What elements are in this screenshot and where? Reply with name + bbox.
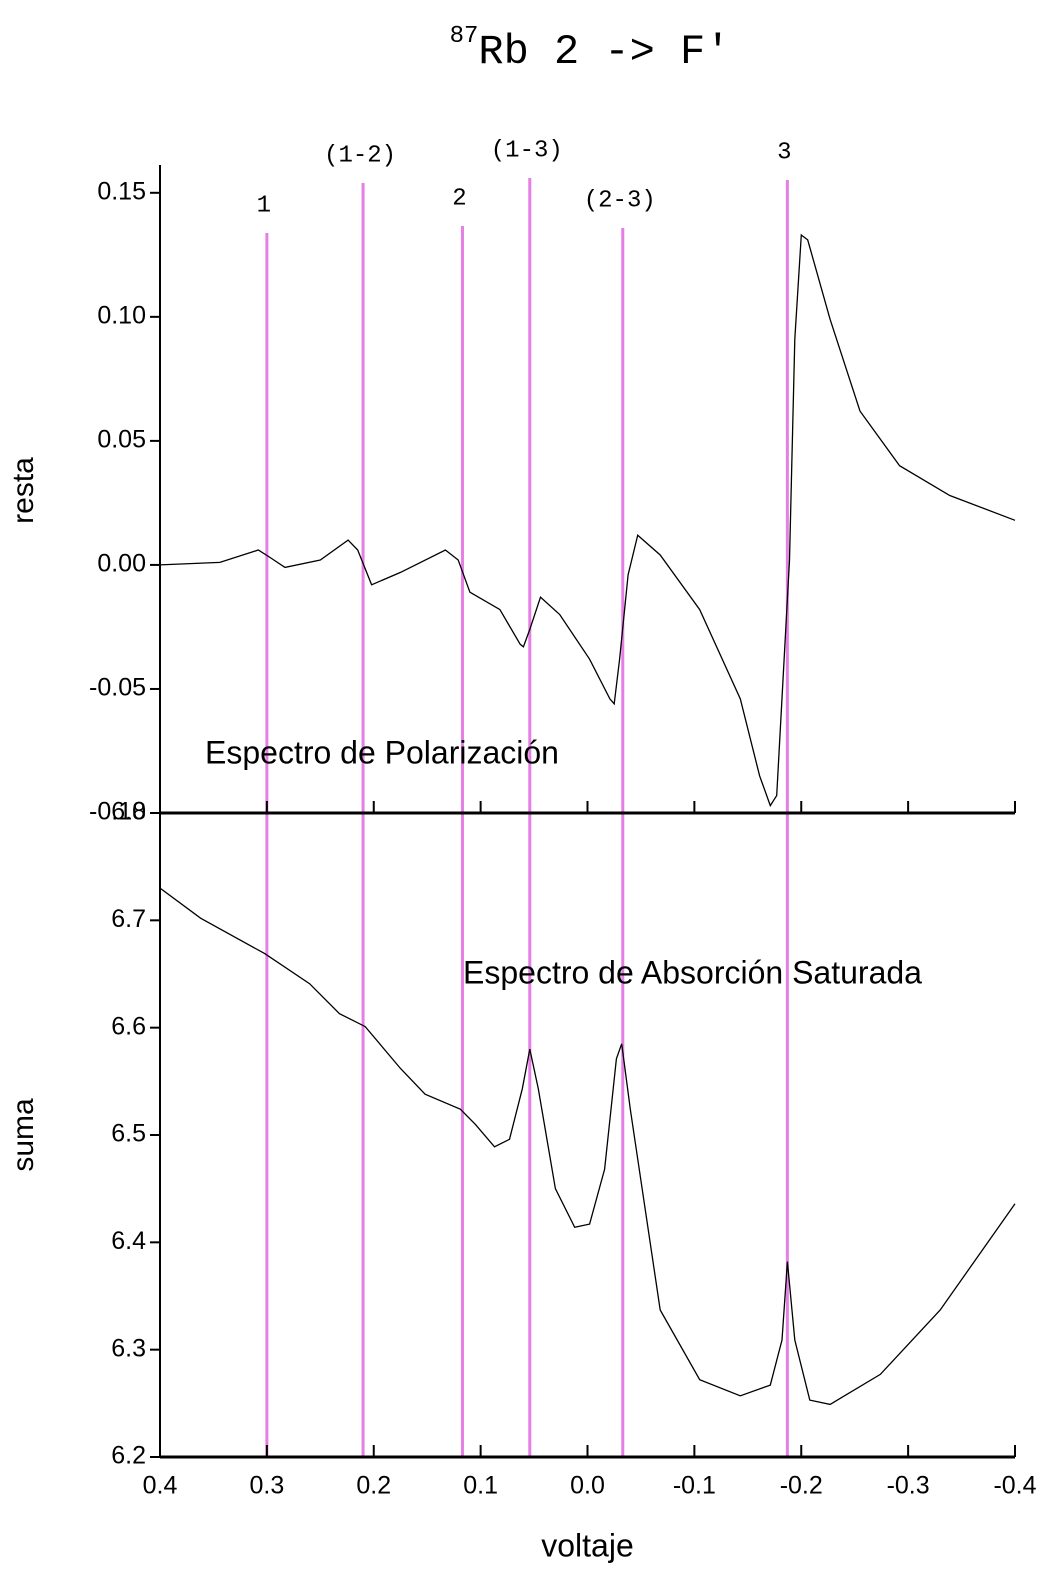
- y-axis-label: suma: [7, 1098, 40, 1172]
- y-tick-label: 6.6: [111, 1012, 146, 1040]
- x-axis-label: voltaje: [541, 1527, 634, 1563]
- y-tick-label: 6.7: [111, 905, 146, 933]
- marker-label: 2: [452, 185, 466, 212]
- x-tick-label: 0.4: [143, 1472, 178, 1500]
- y-axis-label: resta: [7, 457, 40, 524]
- data-line: [159, 233, 1016, 808]
- x-tick-label: -0.3: [887, 1472, 930, 1500]
- y-tick-label: -0.10: [89, 798, 146, 826]
- marker-label: 1: [257, 192, 271, 219]
- marker-label: (2-3): [584, 187, 656, 214]
- y-tick-label: 0.05: [97, 425, 146, 453]
- x-tick-label: -0.2: [780, 1472, 823, 1500]
- marker-label: 3: [777, 139, 791, 166]
- title-superscript: 87: [450, 23, 479, 50]
- x-tick-label: 0.0: [570, 1472, 605, 1500]
- x-tick-label: 0.2: [356, 1472, 391, 1500]
- y-tick-label: -0.05: [89, 674, 146, 702]
- y-tick-label: 6.2: [111, 1442, 146, 1470]
- y-tick-label: 6.8: [111, 798, 146, 826]
- y-tick-label: 0.10: [97, 301, 146, 329]
- marker-label: (1-3): [491, 137, 563, 164]
- x-tick-label: -0.4: [993, 1472, 1036, 1500]
- x-tick-label: 0.3: [249, 1472, 284, 1500]
- y-tick-label: 6.5: [111, 1120, 146, 1148]
- title-text: Rb 2 -> F': [478, 28, 730, 76]
- chart-title: 87Rb 2 -> F': [450, 23, 731, 76]
- y-tick-label: 0.15: [97, 177, 146, 205]
- y-tick-label: 6.4: [111, 1227, 146, 1255]
- data-line: [159, 887, 1016, 1406]
- y-tick-label: 6.3: [111, 1334, 146, 1362]
- marker-label: (1-2): [324, 142, 396, 169]
- annotation: Espectro de Absorción Saturada: [463, 954, 922, 990]
- y-tick-label: 0.00: [97, 550, 146, 578]
- x-tick-label: 0.1: [463, 1472, 498, 1500]
- annotation: Espectro de Polarización: [205, 734, 559, 770]
- x-tick-label: -0.1: [673, 1472, 716, 1500]
